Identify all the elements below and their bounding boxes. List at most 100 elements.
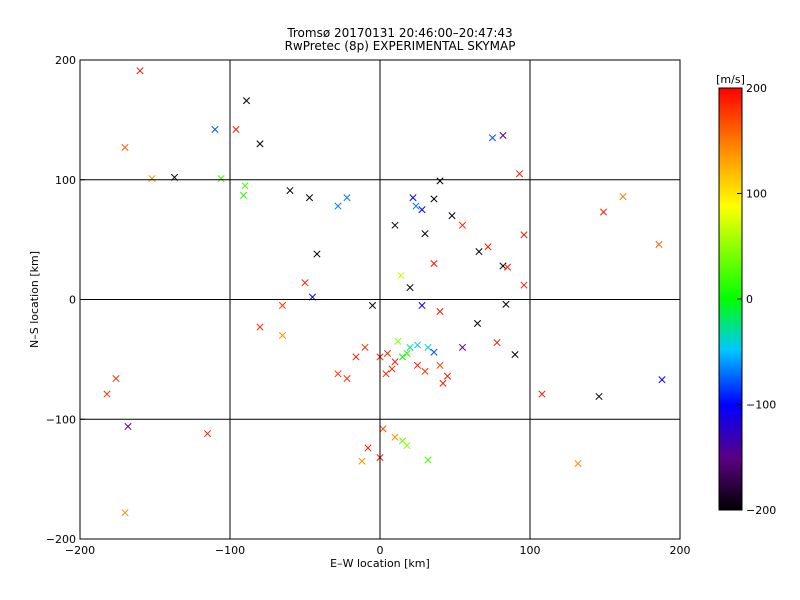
data-point [418,301,426,310]
data-point [203,430,212,438]
data-point [409,194,417,202]
data-point [364,444,372,452]
colorbar-tick-label: 100 [746,188,767,201]
data-point [658,376,666,384]
data-point [305,194,314,202]
data-point [239,191,248,199]
data-point [430,260,438,268]
grid-lines [80,60,680,539]
data-point [475,248,483,256]
data-point [538,390,546,398]
data-point [421,367,429,375]
data-point [458,221,467,229]
x-axis-label: E–W location [km] [330,557,430,570]
data-point [256,323,264,331]
colorbar-tick-label: 200 [746,82,767,95]
data-point [406,343,414,351]
data-point [211,125,219,134]
data-point [391,358,399,366]
data-point [574,460,582,468]
data-point [397,271,405,280]
data-point [424,343,432,351]
data-point [232,125,240,134]
data-point [379,425,387,433]
chart-subtitle: RwPretec (8p) EXPERIMENTAL SKYMAP [284,39,516,53]
colorbar-tick-label: −100 [746,399,776,412]
data-point [278,301,287,310]
y-tick-label: 0 [69,294,76,307]
data-point [503,263,512,271]
data-point [382,370,390,378]
y-tick-label: 100 [55,174,76,187]
data-point [424,456,432,464]
data-point [599,208,608,216]
data-point [443,372,452,380]
y-tick-label: −200 [46,533,76,546]
data-point [403,349,411,357]
data-point [334,370,342,378]
data-point [436,177,444,185]
data-point [418,206,426,214]
data-point [655,240,663,248]
data-point [278,331,287,339]
data-point [148,174,156,183]
colorbar-tick-label: −200 [746,504,776,517]
data-point [448,212,456,220]
data-point [383,349,392,357]
data-point [515,170,524,178]
data-point [241,182,249,190]
data-point [439,379,447,387]
data-point [334,202,342,210]
data-point [436,307,444,316]
data-point [391,433,399,441]
x-tick-label: −200 [65,544,95,557]
data-point [388,365,396,373]
y-axis-label: N–S location [km] [28,251,41,348]
data-point [217,174,225,183]
data-point [301,279,309,287]
data-point [256,140,264,148]
x-tick-label: −100 [215,544,245,557]
data-point [430,195,438,203]
data-point [121,143,129,151]
data-point [103,390,111,398]
data-point [458,343,467,351]
data-point [343,374,351,383]
data-point [121,509,129,517]
data-point [520,281,528,289]
data-point [520,231,528,239]
colorbar-tick-label: 0 [746,293,753,306]
x-axis: −200 −100 0 100 200 [65,534,691,557]
data-point [403,442,411,450]
data-point [124,422,132,430]
data-point [313,250,321,258]
data-point [361,343,369,351]
scatter-points [103,67,666,517]
data-point [413,341,422,349]
data-point [343,194,351,202]
data-point [421,230,429,238]
data-point [595,392,603,401]
data-point [398,353,407,361]
data-point [391,221,399,229]
data-point [499,131,507,139]
data-point [368,301,377,310]
data-point [436,361,444,369]
x-tick-label: 200 [670,544,691,557]
data-point [394,337,402,345]
data-point [286,186,294,195]
data-point [511,351,519,359]
data-point [499,262,507,270]
data-point [488,134,497,142]
data-point [430,348,438,356]
data-point [352,353,360,361]
data-point [136,67,144,75]
data-point [112,374,120,383]
data-point [413,361,422,369]
data-point [406,283,414,292]
x-tick-label: 0 [377,544,384,557]
data-point [619,192,627,201]
data-point [412,202,420,210]
y-tick-label: −100 [46,413,76,426]
data-point [242,97,251,105]
